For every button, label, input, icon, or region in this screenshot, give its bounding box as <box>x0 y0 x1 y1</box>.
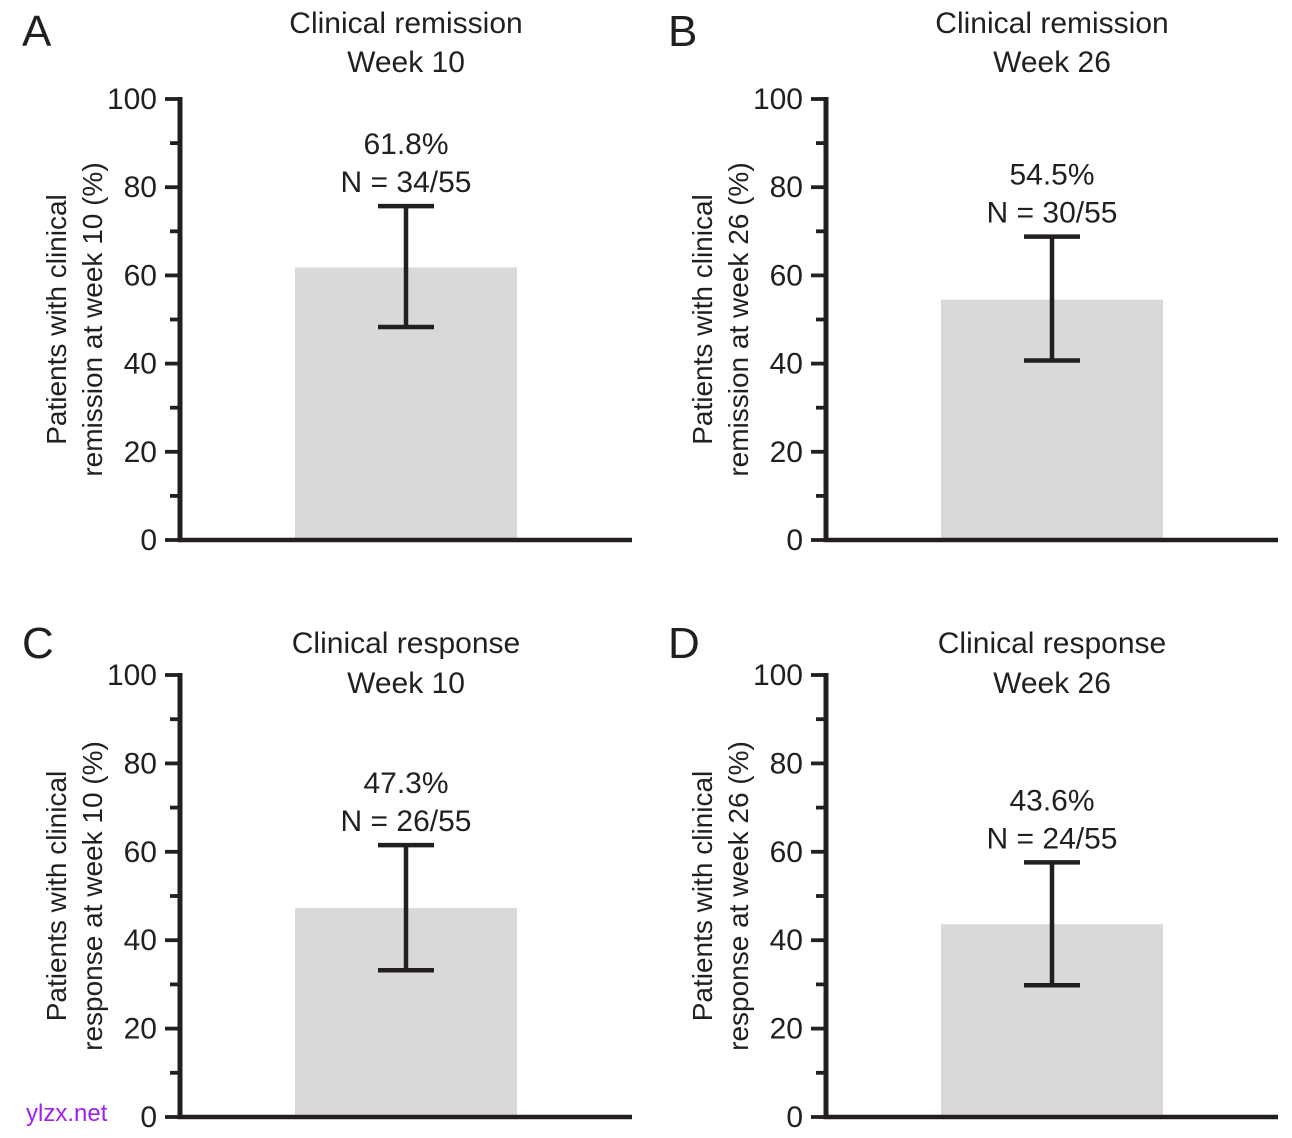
y-axis-tick-label: 80 <box>124 171 157 204</box>
value-annotation: 47.3% <box>363 767 448 800</box>
y-axis-tick-label: 0 <box>786 1101 803 1134</box>
chart-subtitle: Week 26 <box>993 667 1111 700</box>
y-axis-label-line2: response at week 10 (%) <box>77 741 108 1051</box>
y-axis-tick-label: 0 <box>140 1101 157 1134</box>
y-axis-tick-label: 100 <box>107 659 157 692</box>
y-axis-tick-label: 60 <box>770 259 803 292</box>
panel-letter: D <box>668 619 700 668</box>
chart-title: Clinical response <box>938 627 1166 660</box>
y-axis-tick-label: 100 <box>753 659 803 692</box>
y-axis-tick-label: 20 <box>770 436 803 469</box>
chart-subtitle: Week 10 <box>347 46 465 79</box>
panel-c-chart: 0 20 40 60 80 100 Patients with clinical respon… <box>22 619 632 1134</box>
panel-b-chart: 0 20 40 60 80 100 Patients with clinical remiss… <box>668 7 1278 557</box>
y-axis-tick-label: 20 <box>770 1013 803 1046</box>
chart-title: Clinical remission <box>935 7 1168 40</box>
n-annotation: N = 30/55 <box>987 197 1118 230</box>
y-axis-tick-label: 100 <box>753 83 803 116</box>
panel-letter: B <box>668 7 697 56</box>
watermark: ylzx.net <box>26 1100 108 1127</box>
y-axis-tick-label: 0 <box>140 524 157 557</box>
y-axis-tick-label: 40 <box>770 348 803 381</box>
chart-subtitle: Week 26 <box>993 46 1111 79</box>
y-axis-tick-label: 40 <box>124 348 157 381</box>
value-annotation: 61.8% <box>363 128 448 161</box>
y-axis-tick-label: 40 <box>124 924 157 957</box>
y-axis-tick-label: 60 <box>124 259 157 292</box>
y-axis-tick-label: 60 <box>770 836 803 869</box>
panel-letter: A <box>22 7 52 56</box>
y-axis-tick-label: 80 <box>770 747 803 780</box>
n-annotation: N = 26/55 <box>341 805 472 838</box>
y-axis-label-line2: response at week 26 (%) <box>723 741 754 1051</box>
n-annotation: N = 24/55 <box>987 822 1118 855</box>
panel-a-chart: 0 20 40 60 80 100 Patients with clinical remiss… <box>22 7 632 557</box>
y-axis-tick-label: 20 <box>124 436 157 469</box>
y-axis-label-line1: Patients with clinical <box>41 194 72 445</box>
n-annotation: N = 34/55 <box>341 166 472 199</box>
y-axis-label-line1: Patients with clinical <box>687 771 718 1022</box>
y-axis-tick-label: 60 <box>124 836 157 869</box>
y-axis-tick-label: 20 <box>124 1013 157 1046</box>
y-axis-tick-label: 80 <box>770 171 803 204</box>
y-axis-tick-label: 40 <box>770 924 803 957</box>
y-axis-label-line2: remission at week 26 (%) <box>723 162 754 476</box>
y-axis-tick-label: 0 <box>786 524 803 557</box>
chart-title: Clinical response <box>292 627 520 660</box>
y-axis-tick-label: 80 <box>124 747 157 780</box>
chart-subtitle: Week 10 <box>347 667 465 700</box>
chart-title: Clinical remission <box>289 7 522 40</box>
value-annotation: 54.5% <box>1009 159 1094 192</box>
value-annotation: 43.6% <box>1009 784 1094 817</box>
panel-letter: C <box>22 619 54 668</box>
y-axis-label-line1: Patients with clinical <box>687 194 718 445</box>
y-axis-tick-label: 100 <box>107 83 157 116</box>
y-axis-label-line2: remission at week 10 (%) <box>77 162 108 476</box>
panel-d-chart: 0 20 40 60 80 100 Patients with clinical respon… <box>668 619 1278 1134</box>
y-axis-label-line1: Patients with clinical <box>41 771 72 1022</box>
